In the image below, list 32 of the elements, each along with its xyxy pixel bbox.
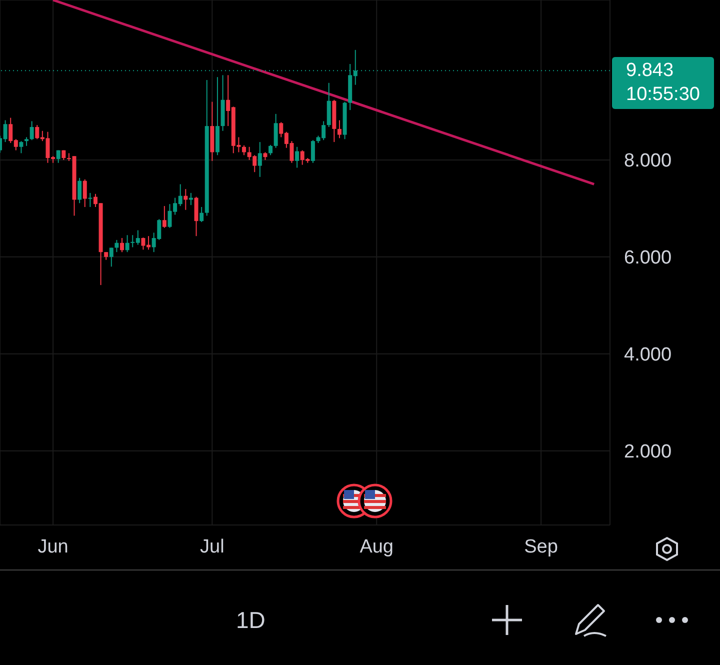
candlestick — [82, 178, 87, 208]
candlestick — [56, 150, 60, 164]
candlestick — [88, 192, 92, 208]
candlestick — [184, 188, 188, 210]
x-tick-label: Sep — [524, 536, 558, 558]
candlestick — [78, 177, 82, 204]
x-tick-label: Jul — [200, 536, 224, 558]
candlestick — [194, 196, 198, 237]
y-tick-label: 2.000 — [624, 442, 672, 463]
candlestick — [242, 144, 246, 156]
candlestick — [258, 142, 262, 178]
ref-line-label: 9.843 — [626, 58, 675, 83]
y-tick-label: 4.000 — [624, 344, 672, 366]
candlestick — [337, 120, 342, 139]
y-tick-label: 6.000 — [624, 248, 672, 269]
candlestick — [310, 140, 315, 164]
candlestick — [109, 247, 114, 268]
candlestick — [125, 234, 130, 253]
candlestick — [120, 238, 124, 253]
candlestick — [162, 206, 166, 228]
candlestick — [114, 239, 119, 253]
y-tick-label: 8.000 — [624, 150, 672, 172]
candlestick — [19, 140, 24, 154]
candlestick — [295, 146, 300, 168]
x-tick-label: Aug — [360, 536, 394, 558]
text: 1D — [236, 607, 266, 633]
candlestick — [274, 113, 278, 148]
candlestick — [200, 206, 204, 223]
candlestick — [268, 144, 273, 156]
candlestick — [30, 120, 34, 141]
x-tick-label: Jun — [38, 536, 68, 558]
text: 10:55:30 — [626, 82, 701, 107]
